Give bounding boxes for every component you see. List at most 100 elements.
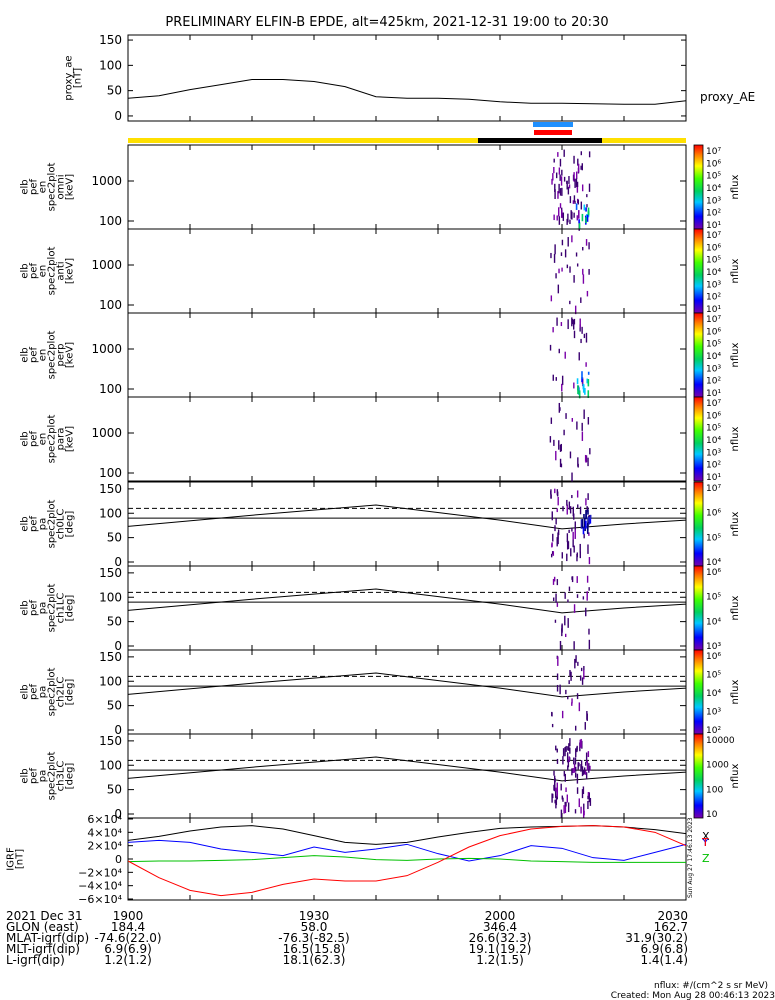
pa-ch2LC-flux-mark — [574, 725, 577, 731]
pa-ch0LC-ylabel: [deg] — [65, 511, 76, 538]
pa-ch0LC-flux-mark — [571, 527, 573, 532]
pa-ch0LC-ylabel: pef — [29, 516, 40, 533]
pa-ch1LC-flux-mark — [586, 575, 589, 583]
spec-omni-flux-mark — [586, 194, 588, 198]
pa-ch3LC-flux-mark — [562, 797, 564, 802]
pa-ch1LC-flux-mark — [571, 576, 573, 580]
pa-ch0LC-flux-mark — [579, 506, 582, 515]
pa-ch2LC-flux-mark — [578, 702, 581, 712]
pa-ch3LC-flux-mark — [555, 787, 557, 792]
spec-omni-flux-mark — [558, 183, 560, 194]
spec-anti-flux-mark — [550, 295, 553, 302]
spec-omni-flux-mark — [556, 215, 558, 221]
spec-anti-flux-mark — [588, 242, 590, 250]
spec-perp-flux-mark — [576, 378, 579, 385]
spec-perp-ytick-label: 1000 — [91, 342, 122, 356]
igrf-frame — [127, 817, 687, 901]
igrf-ytick-label: −4×10⁴ — [78, 880, 122, 893]
spec-anti-colorbar-tick: 10⁴ — [706, 268, 721, 278]
pa-ch1LC-flux-mark — [573, 641, 575, 650]
spec-para-colorbar-label: nflux — [730, 426, 741, 451]
pa-ch3LC-ylabel: ch3LC — [56, 761, 67, 792]
pa-ch3LC-colorbar-tick: 100 — [706, 785, 723, 795]
spec-omni-flux-mark — [578, 222, 581, 229]
pa-ch0LC-flux-mark — [562, 506, 564, 512]
igrf-ylabel: IGRF — [6, 847, 17, 871]
spec-omni-flux-mark — [572, 200, 575, 204]
pa-ch3LC-flux-mark — [589, 797, 592, 806]
igrf-ylabel: [nT] — [15, 849, 26, 869]
spec-para-ylabel: elb — [20, 431, 31, 446]
pa-ch0LC-flux-mark — [551, 511, 553, 521]
spec-perp-flux-mark — [583, 333, 586, 339]
igrf-ytick-label: 0 — [115, 853, 122, 866]
pa-ch3LC-flux-mark — [569, 738, 571, 747]
pa-ch3LC-flux-mark — [581, 766, 584, 777]
spec-perp-flux-mark — [573, 382, 575, 389]
pa-ch0LC-colorbar-label: nflux — [730, 511, 741, 536]
spec-para-flux-mark — [555, 450, 557, 461]
pa-ch1LC-colorbar — [693, 565, 704, 651]
pa-ch3LC-frame — [127, 733, 687, 819]
pa-ch3LC-flux-mark — [573, 763, 576, 773]
pa-ch3LC-flux-mark — [587, 751, 590, 758]
spec-para-colorbar-tick: 10⁵ — [706, 424, 721, 434]
pa-ch3LC-flux-mark — [574, 809, 577, 814]
footer-value: 346.4 — [483, 920, 517, 934]
pa-ch1LC-flux-mark — [556, 602, 559, 607]
spec-omni-flux-mark — [569, 196, 572, 204]
pa-ch3LC-flux-mark — [556, 789, 559, 797]
pa-ch2LC-colorbar-tick: 10⁴ — [706, 689, 721, 699]
spec-omni-flux-mark — [576, 171, 578, 179]
spec-para-ylabel: [keV] — [65, 426, 76, 452]
pa-ch0LC-flux-mark — [557, 529, 560, 536]
spec-anti-colorbar-label: nflux — [730, 258, 741, 283]
pa-ch3LC-flux-mark — [555, 745, 557, 751]
spec-anti-flux-mark — [580, 297, 582, 303]
proxy-ae-line — [127, 79, 687, 105]
pa-ch3LC-flux-mark — [560, 783, 562, 791]
spec-perp-flux-mark — [558, 348, 560, 354]
pa-ch3LC-flux-mark — [553, 770, 555, 776]
pa-ch0LC-flux-mark — [554, 525, 556, 532]
spec-omni-flux-mark — [566, 180, 568, 190]
spec-anti-flux-mark — [588, 269, 590, 275]
proxy-ae-frame — [127, 34, 687, 122]
spec-omni-flux-mark — [576, 181, 579, 187]
spec-para-ylabel: spec2plot — [47, 415, 58, 464]
spec-perp-flux-mark — [586, 378, 589, 384]
footer-value: 26.6(32.3) — [469, 931, 532, 945]
spec-omni-flux-mark — [573, 212, 575, 218]
spec-anti-flux-mark — [569, 266, 571, 273]
proxy-ae-series-label: proxy_AE — [700, 90, 755, 104]
proxy-ae-ylabel: [nT] — [73, 68, 84, 88]
pa-ch3LC-flux-mark — [585, 752, 588, 763]
pa-ch0LC-flux-mark — [589, 518, 592, 524]
pa-ch3LC-ylabel: spec2plot — [47, 752, 58, 801]
pa-ch3LC-flux-mark — [583, 767, 586, 774]
pa-ch3LC-flux-mark — [589, 765, 591, 771]
spec-omni-flux-mark — [554, 189, 556, 199]
spec-perp-flux-mark — [578, 352, 580, 361]
spec-perp-flux-mark — [587, 371, 590, 375]
pa-ch3LC-ylabel: elb — [20, 768, 31, 783]
footer-row-label: MLT-igrf(dip) — [6, 942, 80, 956]
spec-para-flux-mark — [587, 417, 590, 425]
pa-ch1LC-flux-mark — [576, 594, 579, 598]
spec-omni-flux-mark — [563, 149, 565, 157]
pa-ch3LC-flux-mark — [578, 763, 580, 767]
spec-perp-flux-mark — [585, 362, 587, 367]
pa-ch3LC-flux-mark — [554, 783, 556, 792]
pa-ch3LC-ytick-label: 0 — [114, 807, 122, 821]
spec-para-flux-mark — [565, 413, 567, 419]
pa-ch3LC-flux-mark — [562, 756, 564, 765]
pa-ch0LC-colorbar — [693, 481, 704, 567]
footer-value: 162.7 — [654, 920, 688, 934]
spec-perp-flux-mark — [581, 377, 583, 383]
pa-ch0LC-flux-mark — [550, 489, 552, 499]
spec-anti-flux-mark — [553, 253, 556, 263]
pa-ch1LC-flux-mark — [567, 599, 569, 603]
pa-ch3LC-flux-mark — [577, 762, 579, 770]
pa-ch0LC-flux-mark — [577, 504, 579, 508]
pa-ch3LC-flux-mark — [565, 787, 567, 793]
